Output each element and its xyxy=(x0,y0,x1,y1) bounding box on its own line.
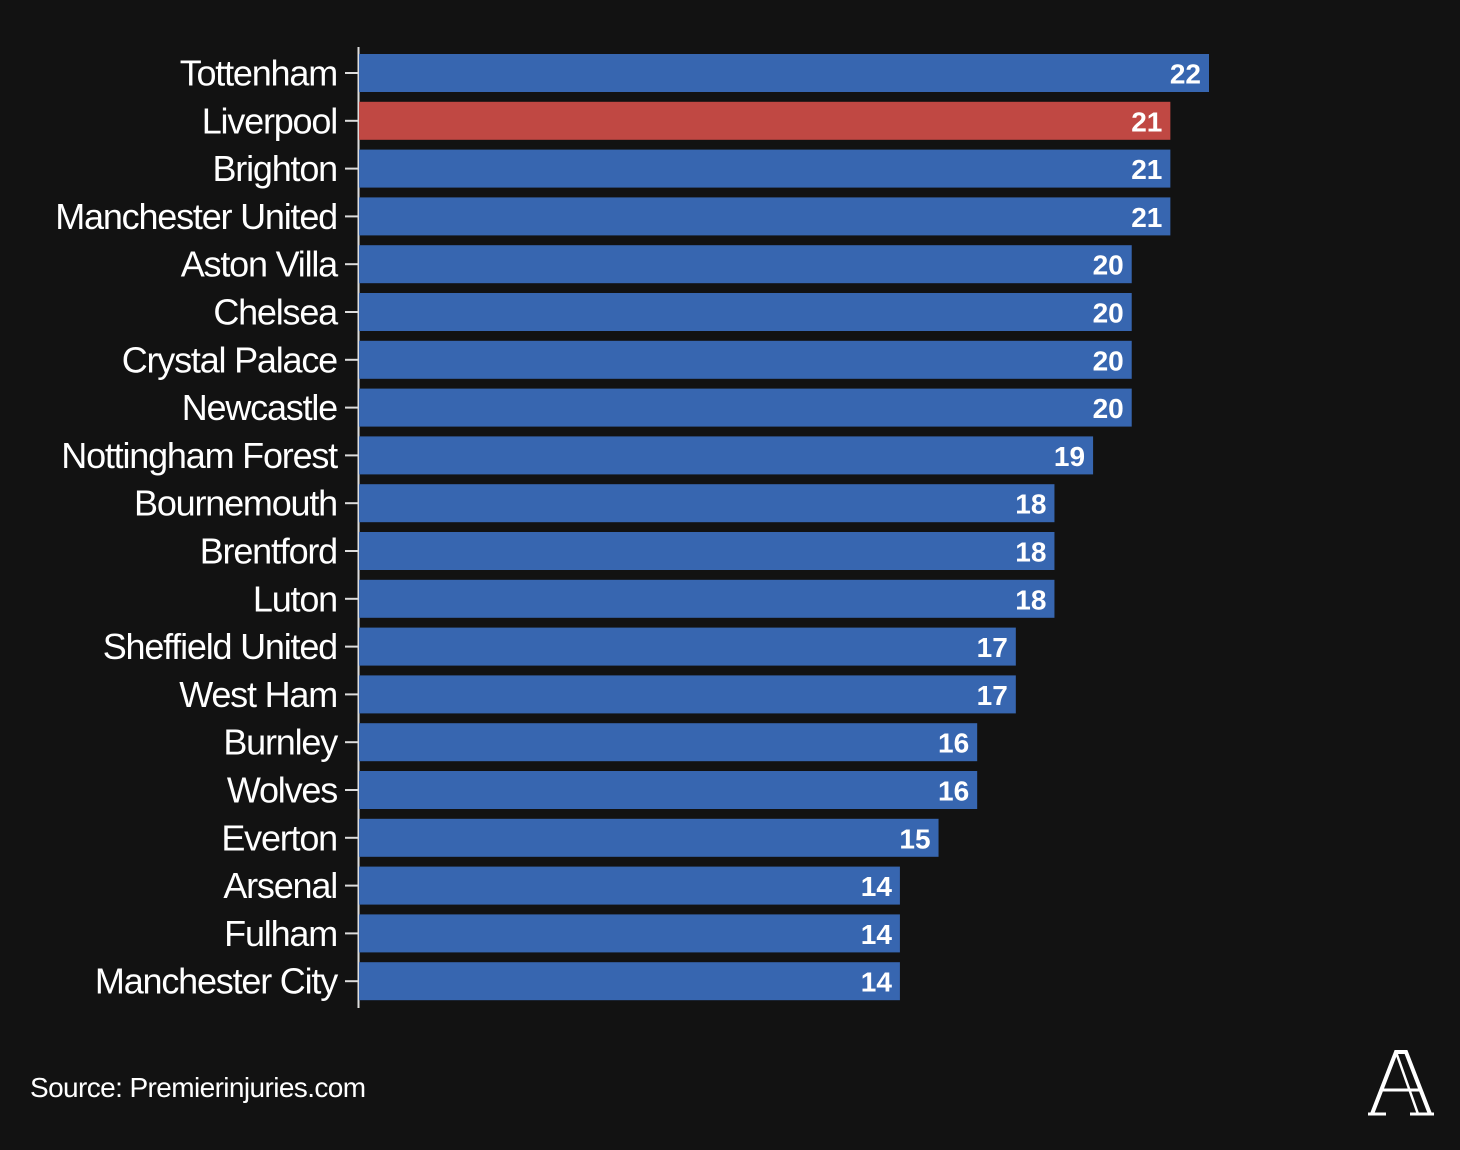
value-label: 18 xyxy=(1015,584,1046,615)
category-label: Brentford xyxy=(200,531,337,572)
bar-sheffield-united xyxy=(359,627,1016,666)
value-label: 21 xyxy=(1131,106,1162,137)
category-label: Sheffield United xyxy=(103,626,337,667)
category-label: Nottingham Forest xyxy=(61,435,338,476)
value-label: 21 xyxy=(1131,154,1162,185)
category-label: Liverpool xyxy=(202,100,337,141)
value-label: 20 xyxy=(1093,250,1124,281)
value-label: 20 xyxy=(1093,298,1124,329)
value-label: 21 xyxy=(1131,202,1162,233)
bars-group: Tottenham 22 Liverpool 21 Brighton 21 Manchest… xyxy=(55,53,1209,1002)
bar-everton xyxy=(359,818,939,857)
bar-arsenal xyxy=(359,866,900,905)
bar-nottingham-forest xyxy=(359,436,1094,475)
bar-newcastle xyxy=(359,388,1132,427)
category-label: Manchester United xyxy=(55,196,337,237)
category-label: Tottenham xyxy=(180,53,337,94)
value-label: 17 xyxy=(977,632,1008,663)
bar-manchester-united xyxy=(359,197,1171,236)
bar-chelsea xyxy=(359,293,1132,331)
value-label: 20 xyxy=(1093,345,1124,376)
category-label: Everton xyxy=(221,817,337,858)
value-label: 17 xyxy=(977,680,1008,711)
category-label: Manchester City xyxy=(95,961,338,1002)
value-label: 16 xyxy=(938,776,969,807)
bar-manchester-city xyxy=(359,962,900,1001)
category-label: West Ham xyxy=(179,674,337,715)
bar-aston-villa xyxy=(359,245,1132,284)
bar-liverpool xyxy=(359,101,1171,140)
value-label: 19 xyxy=(1054,441,1085,472)
category-label: Newcastle xyxy=(182,387,337,428)
value-label: 20 xyxy=(1093,393,1124,424)
value-label: 14 xyxy=(861,967,893,998)
category-label: Wolves xyxy=(227,770,337,811)
category-label: Arsenal xyxy=(223,865,337,906)
value-label: 14 xyxy=(861,871,893,902)
category-label: Aston Villa xyxy=(181,244,339,285)
bar-tottenham xyxy=(359,54,1209,92)
bar-luton xyxy=(359,579,1055,618)
bar-brighton xyxy=(359,149,1171,188)
bar-fulham xyxy=(359,914,900,953)
value-label: 18 xyxy=(1015,537,1046,568)
category-label: Burnley xyxy=(223,722,338,763)
category-label: Fulham xyxy=(224,913,337,954)
value-label: 16 xyxy=(938,728,969,759)
source-note: Source: Premierinjuries.com xyxy=(30,1072,366,1103)
bar-west-ham xyxy=(359,675,1016,714)
bar-bournemouth xyxy=(359,484,1055,523)
category-label: Bournemouth xyxy=(134,483,337,524)
category-label: Luton xyxy=(253,578,337,619)
bar-burnley xyxy=(359,723,978,762)
bar-crystal-palace xyxy=(359,340,1132,379)
bar-chart: Tottenham 22 Liverpool 21 Brighton 21 Manchest… xyxy=(55,47,1209,1008)
value-label: 15 xyxy=(899,823,930,854)
the-athletic-logo-icon xyxy=(1368,1050,1434,1116)
bar-brentford xyxy=(359,532,1055,570)
category-label: Chelsea xyxy=(213,292,339,333)
category-label: Crystal Palace xyxy=(122,339,337,380)
value-label: 14 xyxy=(861,919,893,950)
value-label: 22 xyxy=(1170,59,1201,90)
value-label: 18 xyxy=(1015,489,1046,520)
bar-wolves xyxy=(359,771,978,809)
category-label: Brighton xyxy=(213,148,338,189)
